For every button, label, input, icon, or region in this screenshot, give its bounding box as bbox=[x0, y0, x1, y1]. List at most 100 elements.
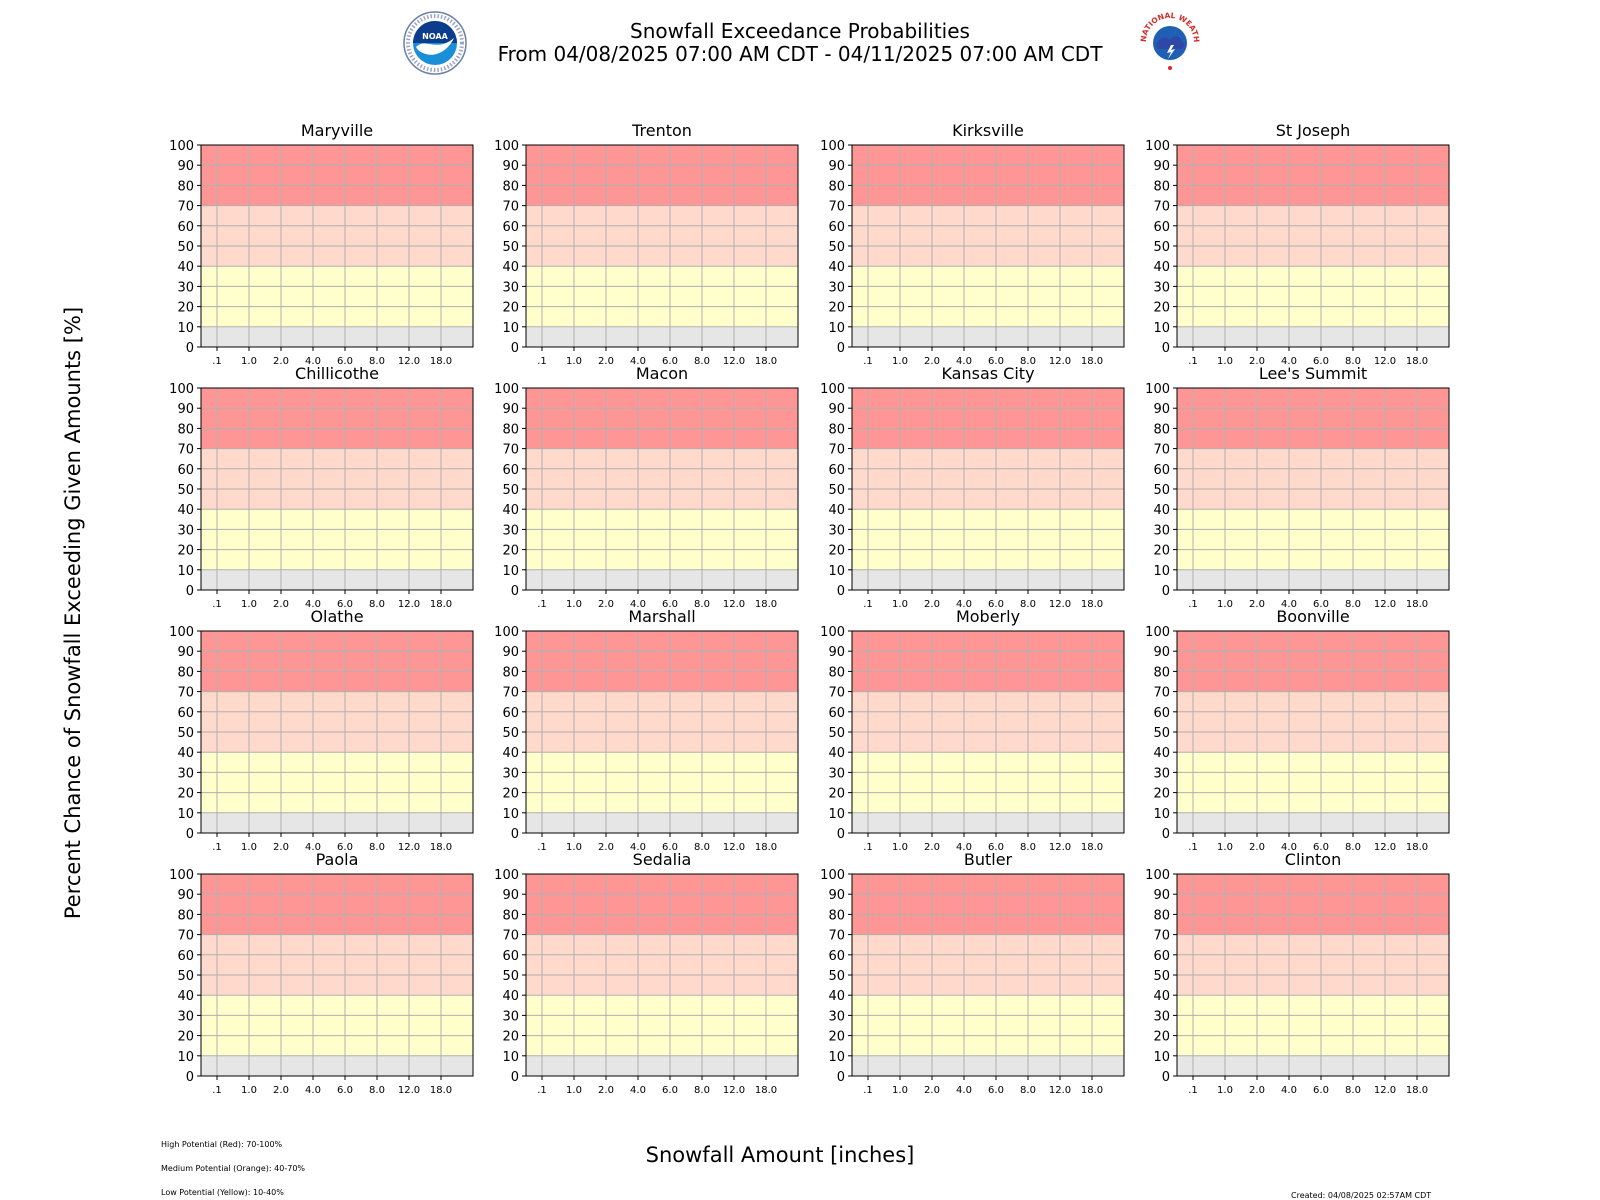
y-tick-label: 50 bbox=[177, 969, 194, 984]
panel: 0 10 20 30 40 50 60 70 80 90 100 .1 1.0 2.0 4.0 6.0 8.0 1… bbox=[494, 850, 799, 1096]
y-tick-label: 0 bbox=[837, 1070, 845, 1085]
y-tick-label: 90 bbox=[177, 402, 194, 417]
y-tick-label: 90 bbox=[502, 159, 519, 174]
y-tick-label: 70 bbox=[1153, 686, 1170, 701]
y-tick-label: 30 bbox=[177, 523, 194, 538]
y-tick-label: 30 bbox=[177, 1009, 194, 1024]
y-tick-label: 0 bbox=[1162, 341, 1170, 356]
panel-title: Macon bbox=[636, 364, 688, 383]
x-tick-label: 4.0 bbox=[630, 599, 646, 610]
noaa-logo-icon: NOAA bbox=[403, 11, 467, 75]
y-tick-label: 90 bbox=[828, 159, 845, 174]
band-minimal bbox=[852, 569, 1124, 590]
x-tick-label: .1 bbox=[537, 1085, 547, 1096]
y-tick-label: 70 bbox=[502, 200, 519, 215]
y-tick-label: 0 bbox=[837, 827, 845, 842]
x-tick-label: 12.0 bbox=[723, 356, 745, 367]
panel: 0 10 20 30 40 50 60 70 80 90 100 .1 1.0 2.0 4.0 6.0 8.0 1… bbox=[1145, 850, 1450, 1096]
y-tick-label: 100 bbox=[1145, 139, 1170, 154]
x-tick-label: 18.0 bbox=[430, 356, 452, 367]
x-tick-label: 2.0 bbox=[1249, 842, 1265, 853]
y-tick-label: 20 bbox=[502, 544, 519, 559]
x-tick-label: 6.0 bbox=[1313, 356, 1329, 367]
y-tick-label: 100 bbox=[169, 625, 194, 640]
y-tick-label: 100 bbox=[494, 625, 519, 640]
band-high bbox=[201, 388, 473, 449]
band-medium bbox=[526, 691, 798, 753]
x-tick-label: 4.0 bbox=[630, 1085, 646, 1096]
y-tick-label: 70 bbox=[177, 443, 194, 458]
x-tick-label: 8.0 bbox=[1020, 599, 1036, 610]
y-tick-label: 60 bbox=[1153, 949, 1170, 964]
y-tick-label: 80 bbox=[177, 422, 194, 437]
x-tick-label: .1 bbox=[212, 356, 222, 367]
band-low bbox=[1177, 995, 1449, 1056]
panel-title: Paola bbox=[316, 850, 359, 869]
y-tick-label: 60 bbox=[828, 949, 845, 964]
y-tick-label: 60 bbox=[1153, 220, 1170, 235]
band-medium bbox=[1177, 205, 1449, 267]
band-minimal bbox=[201, 1055, 473, 1076]
x-tick-label: 18.0 bbox=[1081, 1085, 1103, 1096]
panel-title: Chillicothe bbox=[295, 364, 379, 383]
y-tick-label: 70 bbox=[177, 686, 194, 701]
x-tick-label: 4.0 bbox=[305, 599, 321, 610]
x-tick-label: 1.0 bbox=[241, 356, 257, 367]
x-tick-label: 6.0 bbox=[1313, 1085, 1329, 1096]
y-tick-label: 80 bbox=[828, 908, 845, 923]
band-low bbox=[1177, 266, 1449, 327]
y-tick-label: 60 bbox=[502, 949, 519, 964]
x-tick-label: 4.0 bbox=[956, 1085, 972, 1096]
x-tick-label: 4.0 bbox=[630, 842, 646, 853]
band-high bbox=[1177, 631, 1449, 692]
band-low bbox=[201, 509, 473, 570]
y-tick-label: 90 bbox=[502, 888, 519, 903]
x-tick-label: 18.0 bbox=[755, 842, 777, 853]
y-tick-label: 10 bbox=[177, 1050, 194, 1065]
y-tick-label: 0 bbox=[511, 584, 519, 599]
y-tick-label: 20 bbox=[828, 787, 845, 802]
y-tick-label: 10 bbox=[502, 321, 519, 336]
y-tick-label: 30 bbox=[1153, 280, 1170, 295]
band-high bbox=[201, 874, 473, 935]
y-tick-label: 60 bbox=[1153, 706, 1170, 721]
band-medium bbox=[852, 205, 1124, 267]
x-tick-label: 1.0 bbox=[892, 599, 908, 610]
band-minimal bbox=[526, 326, 798, 347]
x-tick-label: 2.0 bbox=[598, 842, 614, 853]
y-tick-label: 80 bbox=[177, 179, 194, 194]
band-high bbox=[852, 874, 1124, 935]
panel: 0 10 20 30 40 50 60 70 80 90 100 .1 1.0 2.0 4.0 6.0 8.0 1… bbox=[494, 607, 799, 853]
y-tick-label: 10 bbox=[1153, 1050, 1170, 1065]
x-tick-label: 18.0 bbox=[1081, 842, 1103, 853]
panel-title: Kansas City bbox=[941, 364, 1034, 383]
panel-title: Sedalia bbox=[633, 850, 692, 869]
band-medium bbox=[852, 934, 1124, 996]
y-tick-label: 70 bbox=[828, 929, 845, 944]
x-tick-label: .1 bbox=[1188, 599, 1198, 610]
y-tick-label: 10 bbox=[828, 321, 845, 336]
y-tick-label: 90 bbox=[1153, 888, 1170, 903]
x-tick-label: 12.0 bbox=[1049, 1085, 1071, 1096]
y-tick-label: 10 bbox=[502, 1050, 519, 1065]
x-tick-label: 4.0 bbox=[956, 356, 972, 367]
panel-title: Kirksville bbox=[952, 121, 1024, 140]
panel: 0 10 20 30 40 50 60 70 80 90 100 .1 1.0 2.0 4.0 6.0 8.0 1… bbox=[169, 121, 474, 367]
y-tick-label: 100 bbox=[494, 139, 519, 154]
x-tick-label: 18.0 bbox=[1081, 356, 1103, 367]
x-tick-label: 1.0 bbox=[566, 599, 582, 610]
y-tick-label: 0 bbox=[511, 827, 519, 842]
y-tick-label: 10 bbox=[177, 321, 194, 336]
band-low bbox=[201, 995, 473, 1056]
x-tick-label: 12.0 bbox=[398, 356, 420, 367]
y-tick-label: 50 bbox=[1153, 240, 1170, 255]
band-low bbox=[852, 752, 1124, 813]
x-tick-label: 18.0 bbox=[755, 1085, 777, 1096]
x-tick-label: 12.0 bbox=[1374, 599, 1396, 610]
x-tick-label: 18.0 bbox=[430, 1085, 452, 1096]
y-tick-label: 80 bbox=[502, 179, 519, 194]
legend-high: High Potential (Red): 70-100% bbox=[161, 1140, 283, 1149]
x-tick-label: 8.0 bbox=[369, 599, 385, 610]
y-tick-label: 80 bbox=[828, 179, 845, 194]
y-tick-label: 0 bbox=[511, 1070, 519, 1085]
